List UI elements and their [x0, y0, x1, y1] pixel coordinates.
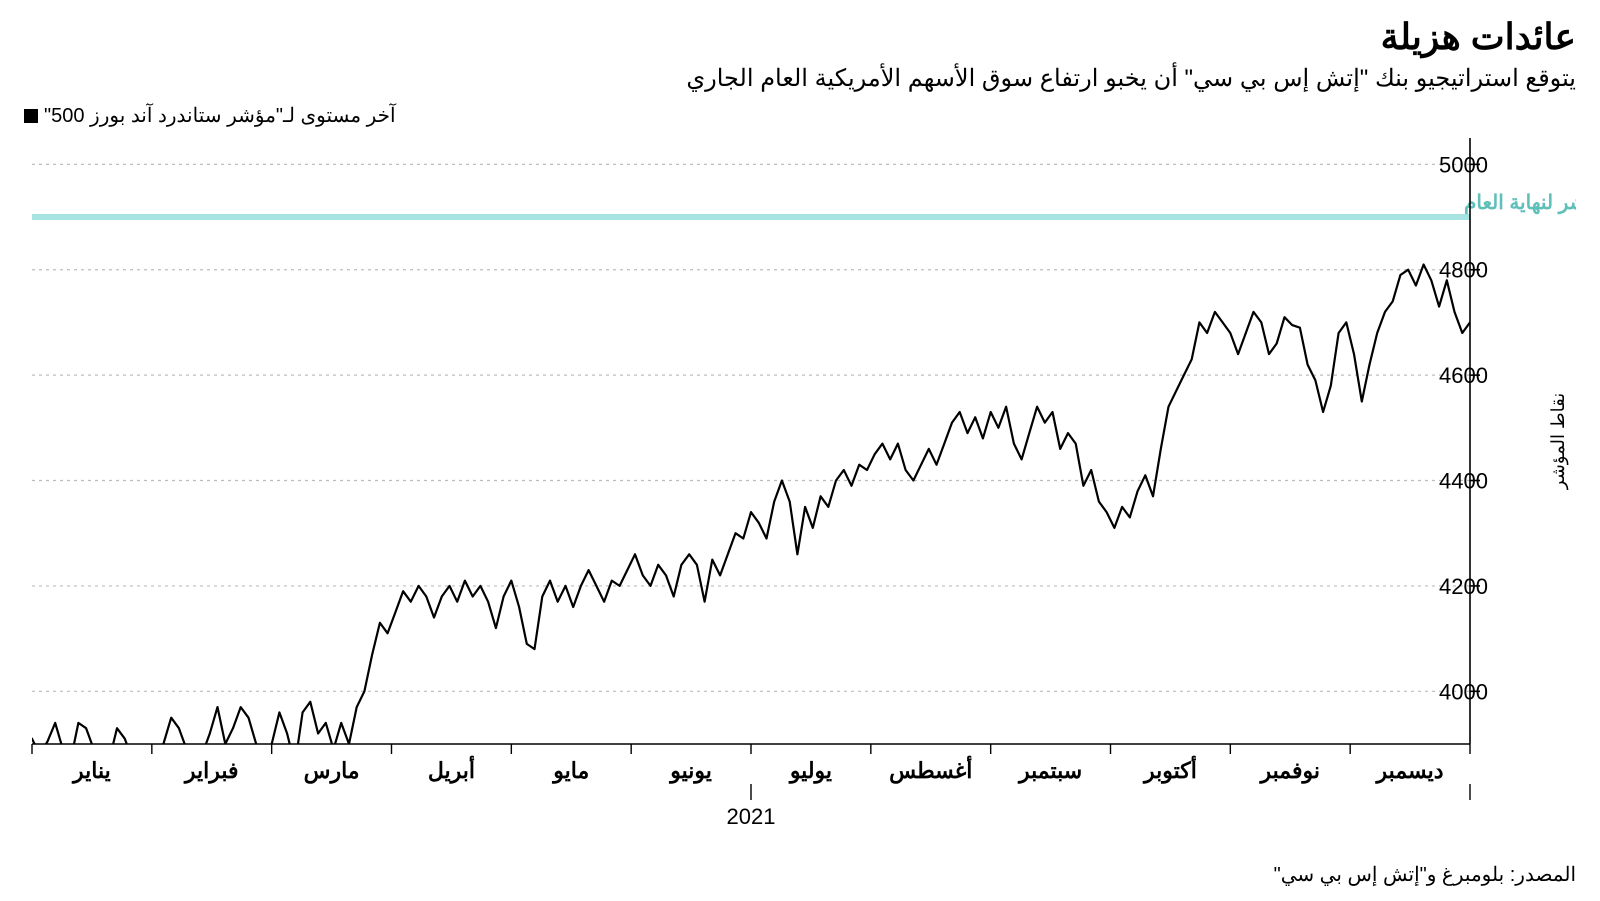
y-tick-label: 4000: [1439, 679, 1488, 704]
y-tick-label: 4600: [1439, 363, 1488, 388]
legend: آخر مستوى لـ"مؤشر ستاندرد آند بورز 500": [24, 103, 1576, 128]
y-tick-label: 5000: [1439, 152, 1488, 177]
y-tick-label: 4400: [1439, 469, 1488, 494]
chart-subtitle: يتوقع استراتيجيو بنك "إتش إس بي سي" أن ي…: [24, 64, 1576, 93]
y-axis-title: نقاط المؤشر: [1548, 393, 1569, 490]
chart-svg: 4000 4200 4400 4600 4800 5000 توقعات البنك لمس…: [24, 134, 1576, 834]
legend-marker: [24, 109, 38, 123]
source-line: المصدر: بلومبرغ و"إتش إس بي سي": [24, 854, 1576, 901]
x-month-label: أكتوبر: [1142, 755, 1197, 784]
chart-title: عائدات هزيلة: [24, 16, 1576, 58]
price-line: [32, 265, 1470, 766]
x-month-label: يوليو: [788, 758, 832, 784]
x-month-label: أغسطس: [889, 755, 972, 784]
x-year-label: 2021: [727, 804, 776, 829]
x-month-label: يناير: [71, 758, 111, 784]
x-month-label: سبتمبر: [1017, 758, 1082, 784]
x-month-label: ديسمبر: [1375, 758, 1444, 784]
x-month-label: مارس: [304, 758, 360, 784]
chart-area: 4000 4200 4400 4600 4800 5000 توقعات البنك لمس…: [24, 134, 1576, 854]
y-tick-label: 4200: [1439, 574, 1488, 599]
x-month-label: يونيو: [668, 758, 712, 784]
legend-label: آخر مستوى لـ"مؤشر ستاندرد آند بورز 500": [44, 103, 396, 128]
y-tick-label: 4800: [1439, 258, 1488, 283]
x-month-label: نوفمبر: [1258, 758, 1320, 784]
x-month-label: مايو: [551, 758, 589, 784]
forecast-label: توقعات البنك لمستوى المؤشر لنهاية العام: [1464, 192, 1576, 215]
x-month-label: أبريل: [428, 755, 475, 784]
x-month-label: فبراير: [183, 758, 239, 784]
